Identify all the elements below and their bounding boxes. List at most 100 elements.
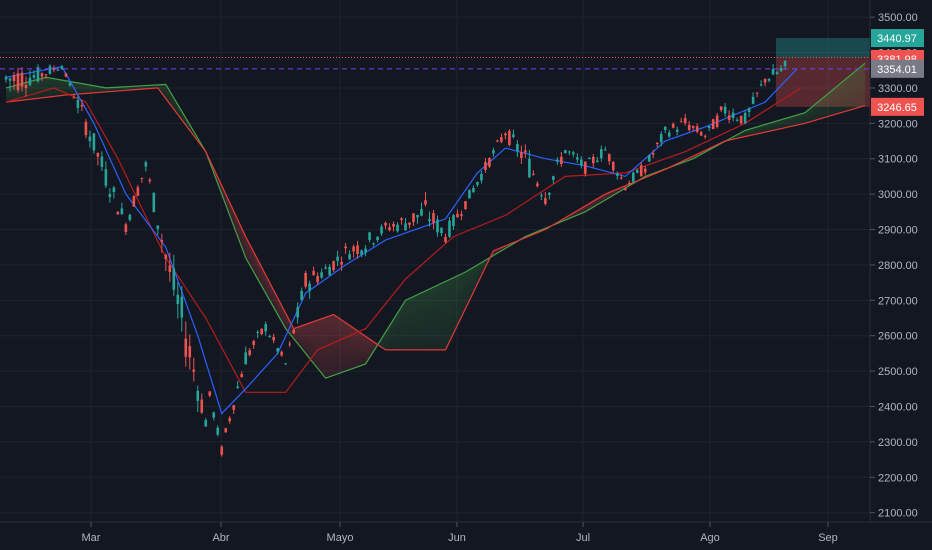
candle-up [576,157,579,160]
candle-down [683,118,687,124]
candle-up [599,149,603,159]
cloud-segment-bullish [33,79,38,99]
cloud-segment-bullish [477,262,482,284]
candle-up [364,248,367,253]
cloud-segment-bullish [848,73,853,111]
candle-up [236,386,240,389]
candle-down [312,270,315,276]
candle-up [588,158,591,160]
candle-down [344,246,347,249]
y-tick-label: 2100.00 [878,508,918,520]
candle-up [568,151,571,153]
candle-down [711,119,715,130]
cloud-segment-bullish [421,290,426,350]
candle-up [747,108,751,113]
candle-down [623,187,627,190]
candle-up [675,129,679,132]
candle-up [404,223,407,231]
cloud-segment-bullish [825,92,830,118]
candle-up [440,227,443,234]
cloud-segment-bullish [785,117,790,128]
candle-down [460,214,463,216]
candle-up [735,119,739,121]
candle-down [715,115,719,127]
cloud-segment-bullish [413,294,418,350]
cloud-segment-bullish [109,87,114,92]
candle-up [448,220,451,237]
candle-down [260,328,263,335]
cloud-segment-bearish [333,314,338,376]
candle-down [504,133,507,136]
cloud-segment-bullish [57,79,62,96]
plot-area [0,0,870,522]
candle-down [699,132,703,136]
candle-down [592,156,595,164]
cloud-segment-bullish [837,82,842,114]
cloud-segment-bullish [833,86,838,116]
candle-down [703,135,707,137]
candle-up [759,84,763,86]
x-tick-label: Jun [448,532,466,544]
candle-up [663,126,667,131]
candle-up [667,132,671,137]
cloud-segment-bearish [317,318,322,374]
cloud-segment-bearish [301,324,306,354]
candle-up [783,60,787,66]
candle-up [180,296,184,318]
cloud-segment-bullish [53,78,58,97]
cloud-segment-bullish [409,296,414,350]
price-tag [871,59,924,78]
candle-down [40,73,44,77]
candle-down [188,346,192,358]
candle-down [240,373,244,378]
y-axis[interactable]: 3500.003400.003300.003200.003100.003000.… [870,12,918,520]
y-tick-label: 2200.00 [878,472,918,484]
candle-up [416,214,419,218]
candle-down [643,168,647,173]
cloud-segment-bullish [381,332,386,350]
candle-down [140,177,144,179]
x-axis[interactable]: Mar Abr Mayo Jun Jul Ago Sep [82,522,838,544]
candle-up [548,192,551,195]
candle-down [727,115,731,120]
cloud-segment-bullish [129,86,134,91]
candle-up [324,267,327,269]
price-tag-label: 3246.65 [877,102,917,114]
candle-up [492,150,495,154]
candle-down [208,391,212,396]
cloud-segment-bullish [809,106,814,123]
cloud-segment-bearish [313,320,318,369]
candle-down [763,78,767,83]
cloud-segment-bullish [161,84,166,99]
cloud-segment-bullish [6,86,10,103]
cloud-segment-bullish [841,79,845,113]
candle-up [564,150,567,154]
cloud-segment-bullish [425,288,430,350]
cloud-segment-bullish [845,76,849,112]
candle-down [424,200,427,205]
candle-down [192,369,196,372]
candle-down [400,218,403,220]
candle-down [719,106,723,111]
cloud-segment-bullish [397,306,402,350]
candle-down [52,68,56,71]
y-tick-label: 2500.00 [878,366,918,378]
candle-up [56,69,60,71]
candle-down [12,75,16,82]
cloud-segment-bullish [181,111,186,126]
cloud-segment-bullish [749,128,754,136]
cloud-segment-bullish [405,298,410,350]
candle-up [372,243,375,245]
candle-down [488,157,491,167]
kijun-line [5,87,802,393]
candle-down [671,123,675,128]
candle-up [516,144,519,152]
candle-down [584,161,587,174]
cloud-segment-bullish [761,124,766,134]
cloud-segment-bullish [817,99,822,120]
candle-down [16,73,20,91]
candle-down [148,179,152,182]
